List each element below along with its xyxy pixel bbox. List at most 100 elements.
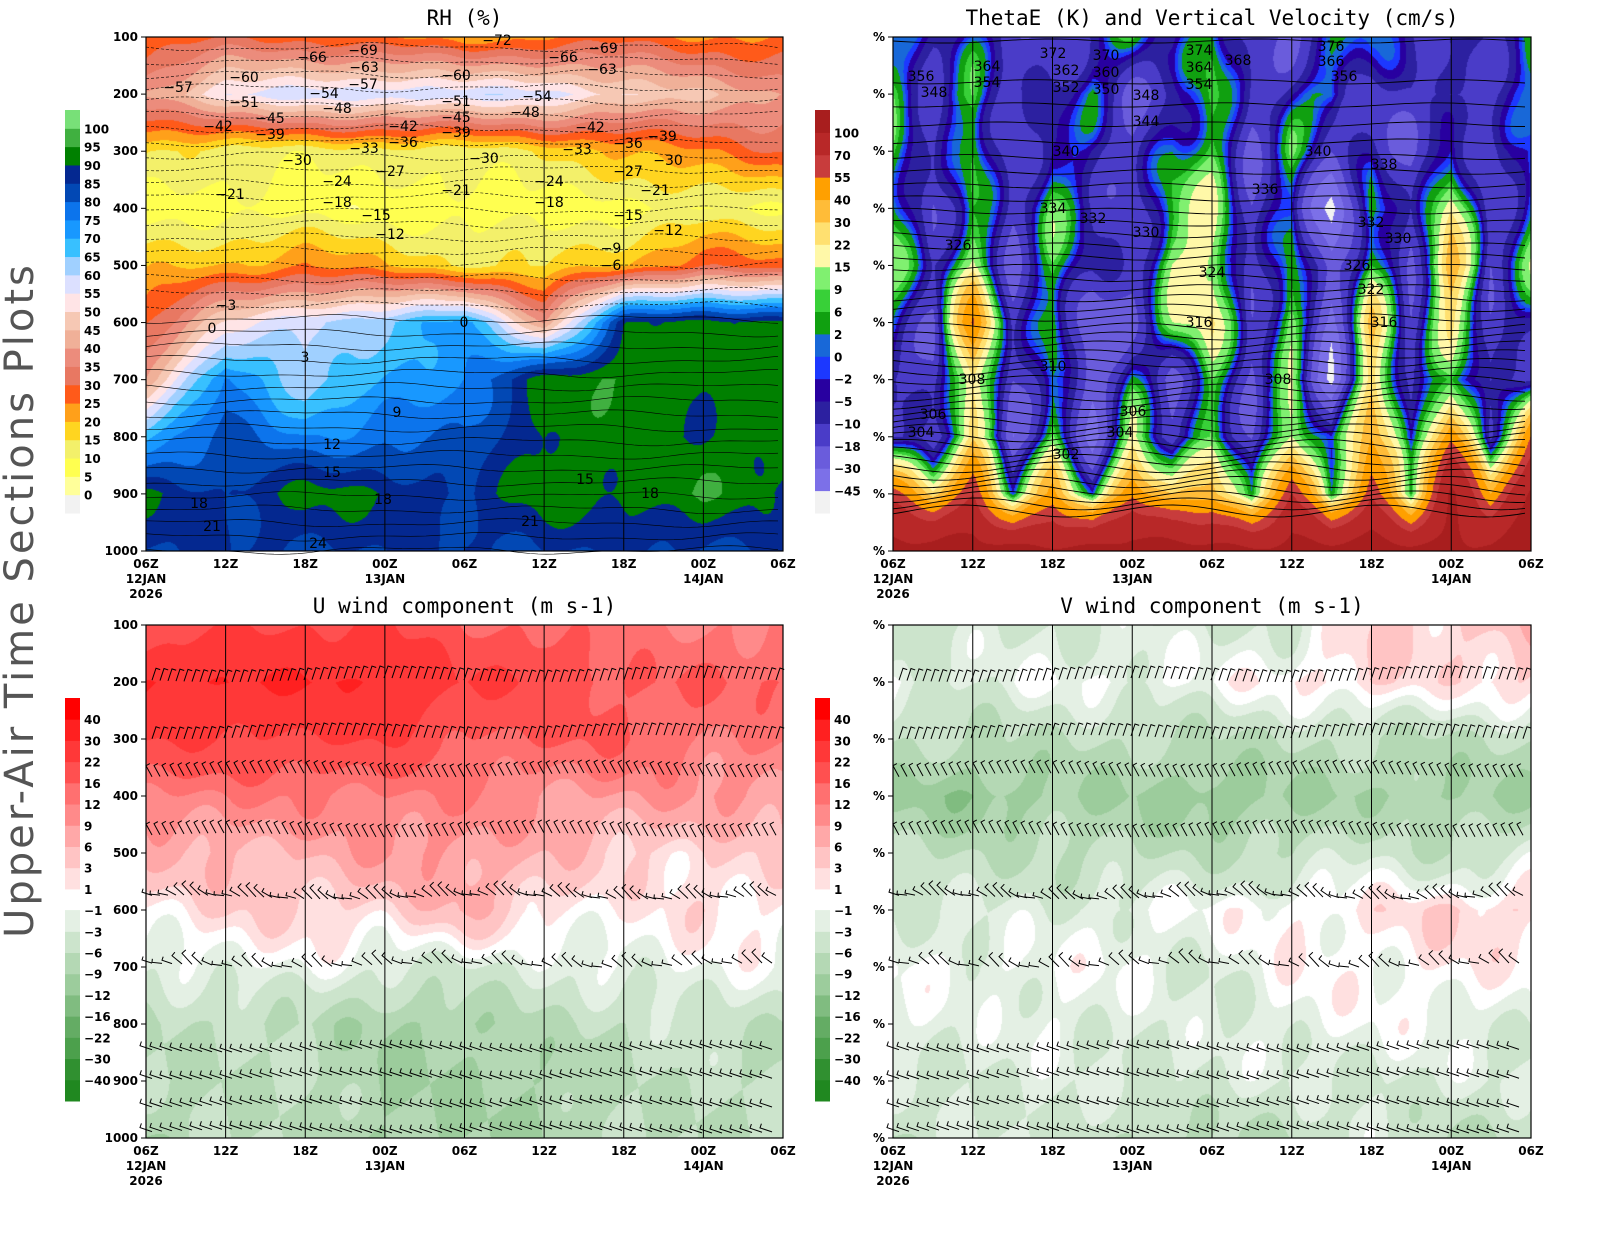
wind-barb (659, 1040, 673, 1050)
wind-barb (255, 668, 265, 682)
wind-barb (561, 819, 569, 834)
wind-barb (189, 1121, 203, 1131)
wind-barb (257, 759, 265, 774)
colorbar-swatch (65, 110, 80, 129)
x-date-label: 12JAN (126, 1159, 167, 1173)
wind-barb (153, 762, 161, 777)
wind-barb (966, 1043, 980, 1053)
wind-barb (936, 1043, 950, 1052)
contour-label: −12 (375, 227, 405, 243)
wind-barb (1046, 1067, 1060, 1076)
wind-barb (509, 1070, 523, 1080)
wind-barb (765, 886, 777, 896)
wind-barb (1216, 1041, 1230, 1051)
wind-barb (1378, 666, 1388, 680)
wind-barb (916, 1122, 930, 1131)
wind-barb (1026, 723, 1036, 737)
x-tick-label: 00Z (372, 1144, 398, 1158)
temperature-contour (145, 327, 779, 338)
wind-barb (1250, 726, 1260, 740)
wind-barb (1266, 1120, 1280, 1130)
wind-barb (1170, 724, 1180, 738)
contour-label: 354 (974, 75, 1001, 91)
contour-label: −36 (388, 135, 418, 151)
wind-barb (940, 819, 948, 834)
wind-barb (209, 819, 217, 834)
colorbar-label: 0 (834, 350, 842, 364)
colorbar-swatch (815, 378, 830, 402)
wind-barb (1460, 763, 1468, 777)
x-tick-label: 06Z (133, 557, 159, 571)
wind-barb (1100, 823, 1108, 837)
wind-barb (1344, 892, 1356, 899)
wind-barb (1308, 759, 1316, 774)
colorbar-label: 50 (84, 306, 101, 320)
wind-barb (1330, 723, 1340, 737)
wind-barb (291, 957, 303, 968)
wind-barb (986, 1043, 1000, 1053)
wind-barb (539, 1095, 553, 1105)
wind-barb (473, 820, 481, 835)
wind-barb (679, 722, 689, 736)
temperature-contour (145, 354, 779, 365)
wind-barb (631, 953, 643, 967)
wind-barb (1076, 1040, 1090, 1050)
x-tick-label: 00Z (1120, 557, 1146, 571)
wind-barb (1386, 1066, 1400, 1076)
wind-barb (1322, 668, 1332, 682)
wind-barb (479, 668, 489, 681)
temperature-contour (146, 191, 779, 202)
rh-colorbar: 0510152025303540455055606570758085909510… (65, 110, 109, 514)
wind-barb (545, 760, 553, 774)
wind-barb (1456, 1097, 1470, 1107)
wind-barb (1278, 960, 1290, 967)
x-tick-label: 18Z (611, 1144, 637, 1158)
wind-barb (1196, 1098, 1210, 1108)
wind-barb (956, 1120, 970, 1130)
wind-barb (749, 1123, 763, 1133)
wind-barb (231, 725, 241, 738)
wind-barb (1378, 953, 1390, 967)
contour-label: 21 (203, 519, 221, 535)
wind-barb (1486, 1098, 1500, 1108)
wind-barb (221, 889, 233, 897)
x-tick-label: 06Z (1199, 1144, 1225, 1158)
wind-barb (1276, 1070, 1290, 1079)
colorbar-label: 95 (84, 141, 101, 155)
temperature-contour (145, 96, 779, 106)
wind-barb (1240, 880, 1252, 896)
wind-barb (1356, 821, 1364, 835)
temperature-contour (145, 42, 779, 52)
wind-barb (377, 823, 385, 838)
wind-barb (301, 884, 313, 900)
wind-barb (896, 1070, 910, 1080)
wind-barb (1456, 1067, 1470, 1077)
wind-barb (719, 724, 729, 737)
wind-barb (1360, 885, 1372, 900)
wind-barb (469, 1122, 483, 1132)
wind-barb (265, 759, 273, 774)
wind-barb (299, 1122, 313, 1131)
wind-barb (551, 669, 561, 683)
wind-barb (529, 819, 537, 834)
wind-barb (1306, 669, 1316, 682)
wind-barb (954, 669, 964, 683)
wind-barb (1476, 1068, 1490, 1078)
wind-barb (631, 722, 641, 736)
thetae-contour (892, 438, 1526, 451)
wind-barb (425, 822, 433, 837)
wind-barb (1296, 883, 1308, 897)
thetae-contour (892, 399, 1526, 410)
y-tick-label: % (873, 960, 885, 974)
wind-barb (625, 821, 633, 836)
wind-barb (1282, 725, 1292, 739)
wind-barb (1514, 667, 1524, 680)
temperature-contour (145, 300, 779, 311)
wind-barb (259, 1094, 273, 1104)
colorbar-swatch (65, 329, 80, 349)
thetae-contour (892, 375, 1526, 385)
wind-barb (191, 726, 201, 740)
wind-barb (213, 891, 225, 897)
wind-barb (321, 822, 329, 836)
wind-barb (729, 1098, 743, 1108)
